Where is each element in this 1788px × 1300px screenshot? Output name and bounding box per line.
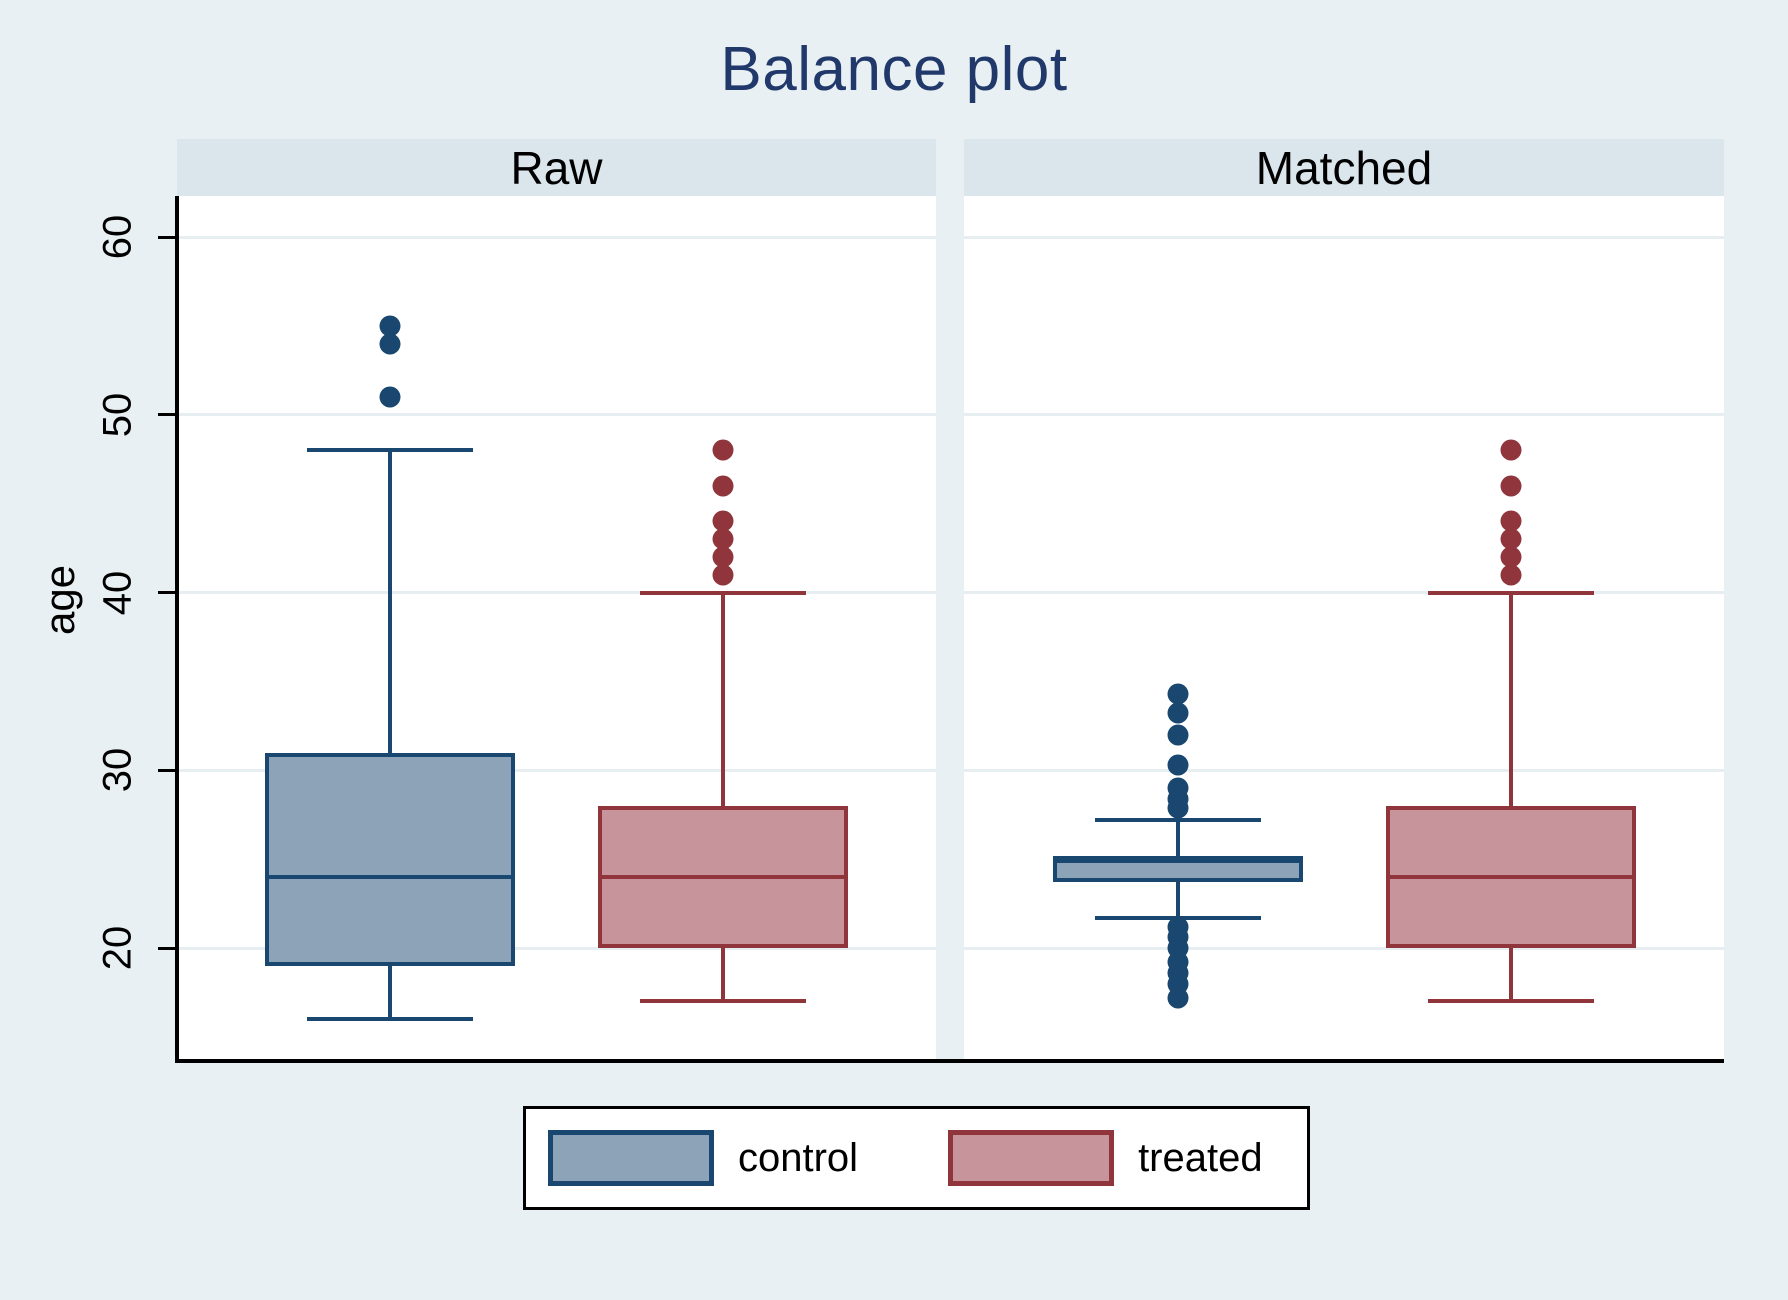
legend-label-treated: treated	[1138, 1135, 1263, 1180]
gridline	[964, 591, 1724, 595]
outlier-dot	[1500, 528, 1522, 550]
panel-header-matched: Matched	[964, 139, 1724, 196]
outlier-dot	[1167, 754, 1189, 776]
legend-swatch-treated	[948, 1130, 1115, 1186]
whisker-stem	[388, 450, 393, 753]
box-control	[265, 752, 516, 966]
legend: control treated	[523, 1106, 1310, 1210]
outlier-dot	[712, 475, 734, 497]
gridline	[177, 946, 936, 950]
outlier-dot	[1167, 724, 1189, 746]
gridline	[177, 591, 936, 595]
outlier-dot	[1500, 439, 1522, 461]
whisker-cap	[307, 448, 474, 453]
whisker-stem	[1175, 820, 1180, 856]
y-tick-label: 60	[95, 214, 140, 260]
outlier-dot	[712, 439, 734, 461]
whisker-stem	[721, 592, 726, 806]
gridline	[177, 413, 936, 417]
outlier-dot	[1167, 797, 1189, 819]
whisker-stem	[1509, 592, 1514, 806]
legend-entry-control: control	[548, 1130, 858, 1186]
y-tick	[158, 768, 175, 772]
y-tick-label: 50	[95, 392, 140, 438]
outlier-dot	[1500, 510, 1522, 532]
y-axis-line	[175, 196, 179, 1063]
y-tick-label: 30	[95, 748, 140, 793]
outlier-dot	[379, 386, 401, 408]
whisker-cap	[640, 590, 807, 595]
median-line	[265, 874, 516, 879]
whisker-stem	[388, 965, 393, 1020]
whisker-stem	[1509, 948, 1514, 1002]
panel-title-raw: Raw	[510, 141, 603, 194]
whisker-cap	[1094, 818, 1261, 823]
gridline	[964, 946, 1724, 950]
median-line	[1386, 874, 1637, 879]
median-line	[598, 874, 849, 879]
chart-title: Balance plot	[720, 35, 1068, 104]
y-tick	[158, 946, 175, 950]
outlier-dot	[712, 564, 734, 586]
y-tick	[158, 235, 175, 239]
whisker-cap	[1428, 590, 1595, 595]
outlier-dot	[379, 315, 401, 337]
y-tick-label: 40	[95, 570, 140, 615]
panel-header-raw: Raw	[177, 139, 936, 196]
outlier-dot	[1500, 546, 1522, 568]
legend-swatch-control	[548, 1130, 714, 1186]
outlier-dot	[1167, 683, 1189, 705]
outlier-dot	[379, 333, 401, 355]
legend-entry-treated: treated	[948, 1130, 1263, 1186]
whisker-cap	[307, 1017, 474, 1022]
whisker-stem	[721, 948, 726, 1002]
outlier-dot	[712, 510, 734, 532]
outlier-dot	[1167, 702, 1189, 724]
x-axis-line	[175, 1059, 1724, 1063]
outlier-dot	[712, 528, 734, 550]
panel-title-matched: Matched	[1255, 141, 1433, 194]
y-axis-title: age	[36, 564, 83, 636]
gridline	[177, 768, 936, 772]
outlier-dot	[712, 546, 734, 568]
y-tick	[158, 591, 175, 595]
outlier-dot	[1500, 475, 1522, 497]
outlier-dot	[1500, 564, 1522, 586]
whisker-cap	[640, 999, 807, 1004]
whisker-cap	[1428, 999, 1595, 1004]
y-tick	[158, 413, 175, 417]
y-tick-label: 20	[95, 925, 140, 971]
gridline	[964, 413, 1724, 417]
median-line	[1052, 858, 1303, 863]
gridline	[964, 235, 1724, 239]
outlier-dot	[1167, 987, 1189, 1009]
gridline	[177, 235, 936, 239]
legend-label-control: control	[738, 1135, 859, 1180]
whisker-stem	[1175, 882, 1180, 918]
gridline	[964, 768, 1724, 772]
